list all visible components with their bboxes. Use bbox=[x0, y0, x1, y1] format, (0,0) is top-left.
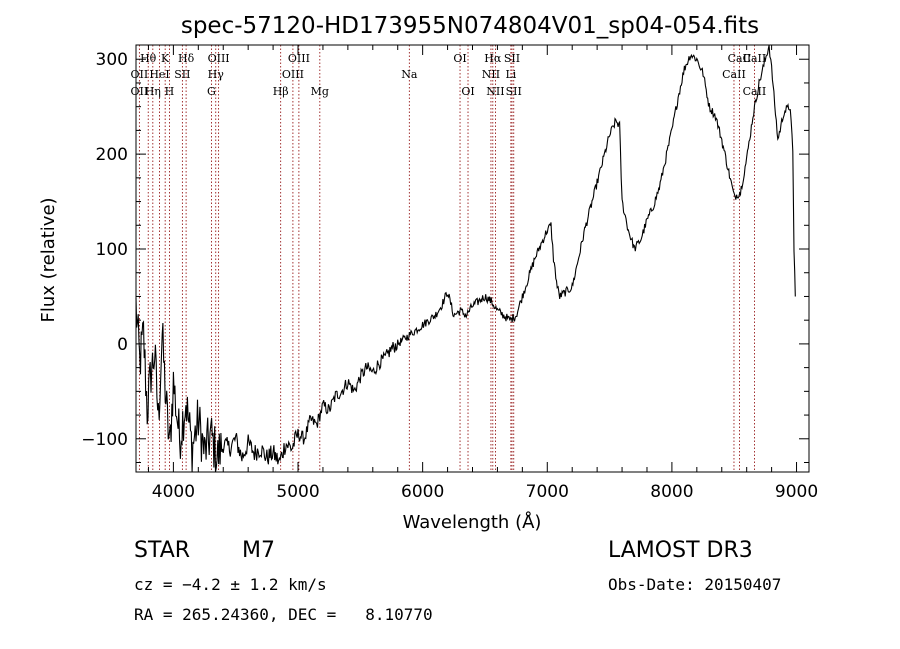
y-axis-label: Flux (relative) bbox=[38, 197, 59, 322]
line-label: CaII bbox=[728, 52, 752, 65]
line-label: H bbox=[165, 85, 175, 98]
line-label: SII bbox=[174, 68, 190, 81]
line-label: Na bbox=[401, 68, 418, 81]
line-label: NII bbox=[482, 68, 500, 81]
line-label: Hδ bbox=[178, 52, 195, 65]
survey-name: LAMOST DR3 bbox=[608, 538, 753, 563]
line-label: NII bbox=[486, 85, 504, 98]
line-label: Mg bbox=[311, 85, 329, 98]
plot-frame bbox=[135, 44, 810, 473]
y-tick-label: 0 bbox=[117, 335, 128, 355]
y-tick-label: 300 bbox=[96, 50, 128, 70]
line-label: OIII bbox=[282, 68, 304, 81]
emission-line-markers bbox=[138, 45, 755, 472]
line-label: CaII bbox=[743, 85, 767, 98]
line-label: Hθ bbox=[140, 52, 157, 65]
line-label: Hβ bbox=[273, 85, 289, 98]
line-label: SII bbox=[506, 85, 522, 98]
x-tick-label: 4000 bbox=[152, 482, 195, 502]
x-tick-label: 8000 bbox=[650, 482, 693, 502]
spectrum-line bbox=[135, 45, 796, 473]
y-tick-label: 100 bbox=[96, 240, 128, 260]
x-axis-label: Wavelength (Å) bbox=[403, 511, 542, 533]
line-label: Hη bbox=[145, 85, 161, 98]
y-tick-label: −100 bbox=[81, 430, 128, 450]
line-label: Li bbox=[505, 68, 516, 81]
line-label: Hγ bbox=[208, 68, 225, 81]
spectrum-chart: spec-57120-HD173955N074804V01_sp04-054.f… bbox=[38, 13, 818, 533]
line-label: OIII bbox=[288, 52, 310, 65]
line-label: OI bbox=[453, 52, 466, 65]
observation-date: Obs-Date: 20150407 bbox=[608, 575, 782, 594]
line-label: G bbox=[207, 85, 216, 98]
object-subclass: M7 bbox=[242, 538, 275, 563]
redshift-cz: cz = −4.2 ± 1.2 km/s bbox=[134, 575, 327, 594]
y-axis-ticks: −100 0 100 200 300 bbox=[81, 50, 809, 464]
line-label: CaII bbox=[722, 68, 746, 81]
object-class: STAR bbox=[134, 538, 191, 563]
x-tick-label: 6000 bbox=[401, 482, 444, 502]
line-label: OII bbox=[131, 68, 149, 81]
chart-title: spec-57120-HD173955N074804V01_sp04-054.f… bbox=[181, 13, 759, 39]
y-tick-label: 200 bbox=[96, 145, 128, 165]
line-label: Hα bbox=[484, 52, 502, 65]
line-label: OIII bbox=[208, 52, 230, 65]
line-label: CaII bbox=[743, 52, 767, 65]
line-label: K bbox=[161, 52, 170, 65]
line-label: OI bbox=[461, 85, 474, 98]
line-label: OII bbox=[131, 85, 149, 98]
x-axis-ticks: 4000 5000 6000 7000 8000 9000 bbox=[147, 45, 818, 502]
line-label: HeI bbox=[149, 68, 169, 81]
x-tick-label: 5000 bbox=[276, 482, 319, 502]
line-label: SII bbox=[504, 52, 520, 65]
x-tick-label: 7000 bbox=[526, 482, 569, 502]
coordinates: RA = 265.24360, DEC = 8.10770 bbox=[134, 605, 433, 624]
x-tick-label: 9000 bbox=[775, 482, 818, 502]
